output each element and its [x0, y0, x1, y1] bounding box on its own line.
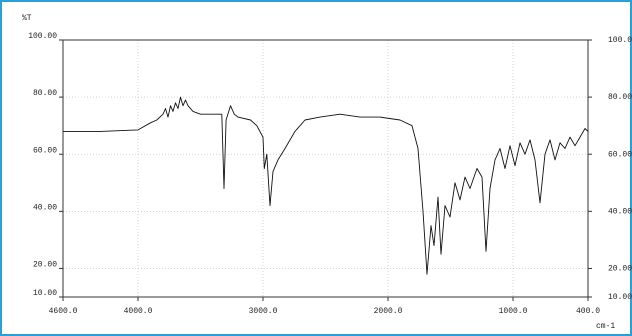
y-tick-label: 10.00 — [608, 293, 632, 302]
y-tick-label: 100.00 — [28, 32, 57, 41]
y-tick-label: 100.00 — [608, 36, 632, 45]
y-tick-label: 80.00 — [608, 93, 632, 102]
x-tick-label: 1000.0 — [499, 307, 528, 316]
y-tick-label: 40.00 — [33, 203, 57, 212]
x-tick-label: 4600.0 — [49, 307, 78, 316]
y-tick-label: 20.00 — [33, 261, 57, 270]
plot-frame — [62, 39, 589, 298]
spectrum-line — [63, 96, 589, 275]
y-tick-label: 40.00 — [608, 207, 632, 216]
x-tick-label: 4000.0 — [124, 307, 153, 316]
x-tick-label: 2000.0 — [374, 307, 403, 316]
y-tick-label: 80.00 — [33, 89, 57, 98]
y-tick-label: 20.00 — [608, 265, 632, 274]
y-tick-label: 60.00 — [608, 150, 632, 159]
y-tick-label: 10.00 — [33, 289, 57, 298]
x-tick-label: 400.0 — [576, 307, 600, 316]
x-axis-label: cm-1 — [596, 322, 615, 331]
y-tick-label: 60.00 — [33, 146, 57, 155]
y-axis-label: %T — [22, 14, 32, 23]
x-tick-label: 3000.0 — [249, 307, 278, 316]
